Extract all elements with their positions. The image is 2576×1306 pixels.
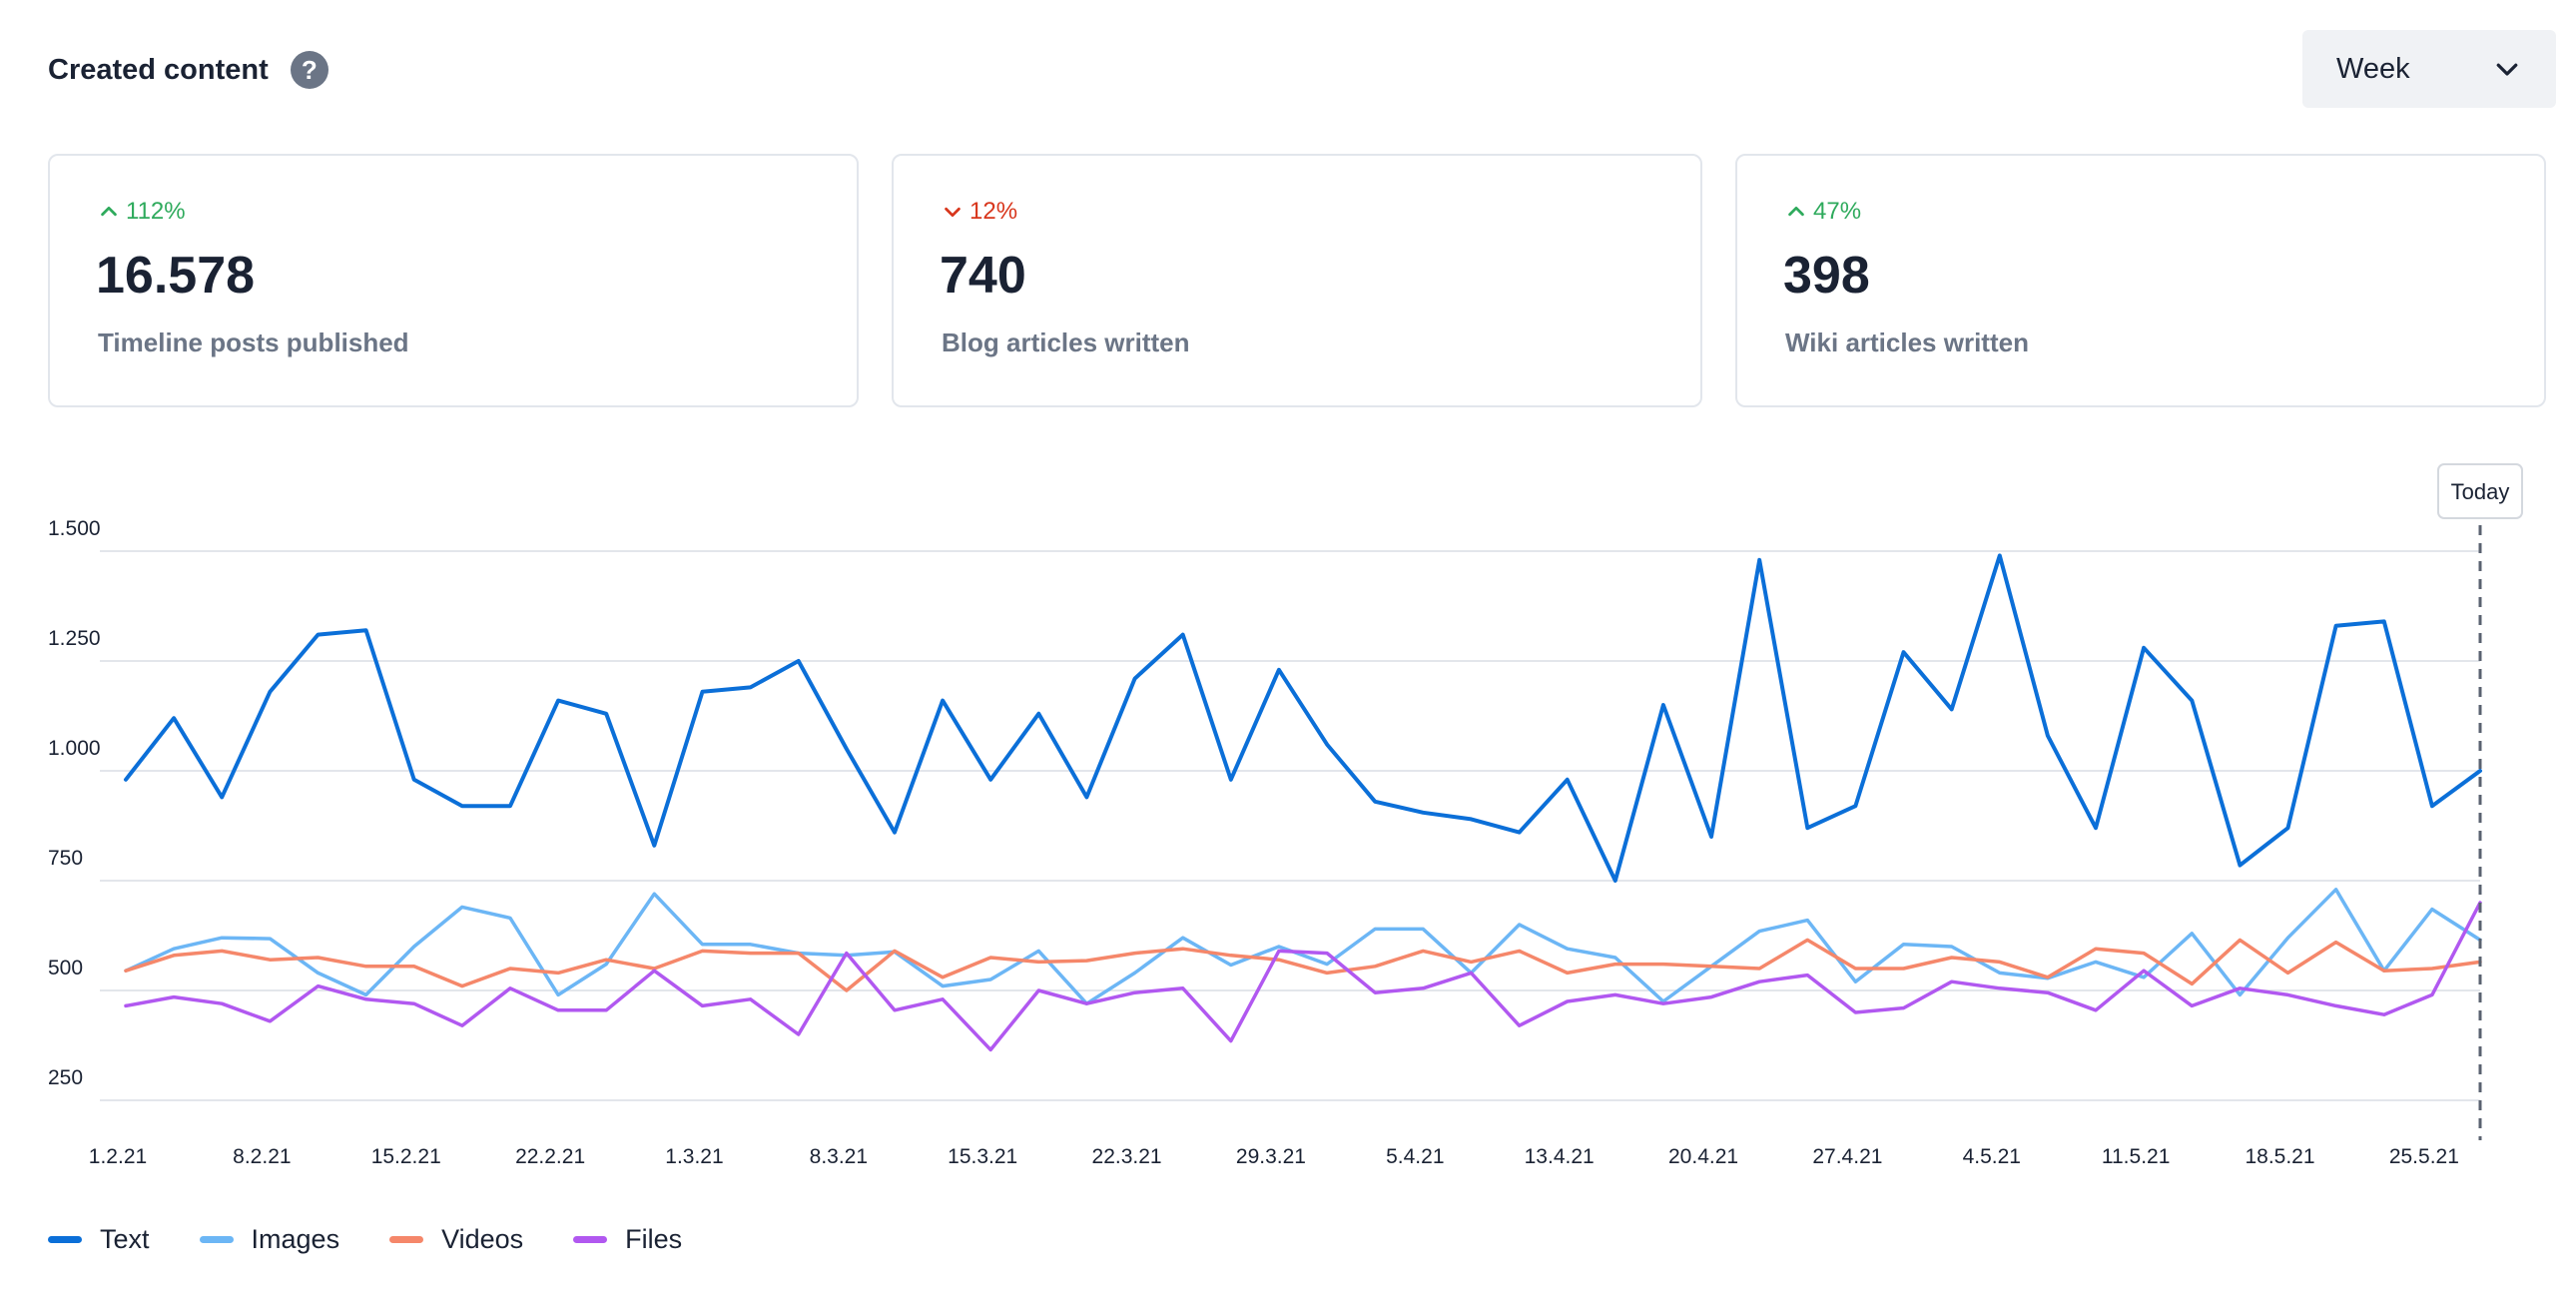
legend-swatch bbox=[573, 1236, 608, 1243]
y-tick-label: 1.250 bbox=[48, 627, 101, 650]
stat-card-blog-articles: 12% 740 Blog articles written bbox=[892, 154, 1702, 407]
x-tick-label: 25.5.21 bbox=[2389, 1145, 2459, 1168]
trend-indicator: 12% bbox=[942, 198, 1017, 226]
x-tick-label: 15.3.21 bbox=[948, 1145, 1017, 1168]
trend-percent: 12% bbox=[969, 198, 1018, 225]
x-tick-label: 8.2.21 bbox=[233, 1145, 291, 1168]
stat-value: 398 bbox=[1783, 247, 1870, 305]
legend-swatch bbox=[48, 1236, 82, 1243]
period-dropdown[interactable]: Week bbox=[2302, 30, 2556, 108]
legend-label: Files bbox=[625, 1224, 683, 1254]
legend-label: Videos bbox=[441, 1224, 524, 1254]
x-tick-label: 18.5.21 bbox=[2245, 1145, 2314, 1168]
y-tick-label: 1.000 bbox=[48, 737, 101, 760]
chart-legend: Text Images Videos Files bbox=[48, 1224, 732, 1255]
x-tick-label: 15.2.21 bbox=[371, 1145, 441, 1168]
legend-item-images[interactable]: Images bbox=[199, 1224, 340, 1255]
x-tick-label: 27.4.21 bbox=[1812, 1145, 1882, 1168]
x-tick-label: 13.4.21 bbox=[1525, 1145, 1595, 1168]
chevron-down-icon bbox=[2496, 63, 2518, 76]
legend-item-files[interactable]: Files bbox=[573, 1224, 682, 1255]
x-tick-label: 22.2.21 bbox=[515, 1145, 585, 1168]
legend-label: Images bbox=[251, 1224, 340, 1254]
x-tick-label: 1.3.21 bbox=[665, 1145, 723, 1168]
legend-swatch bbox=[199, 1236, 234, 1243]
x-tick-label: 29.3.21 bbox=[1236, 1145, 1306, 1168]
y-tick-label: 500 bbox=[48, 957, 83, 980]
section-header: Created content ? bbox=[48, 44, 328, 96]
stat-card-wiki-articles: 47% 398 Wiki articles written bbox=[1735, 154, 2546, 407]
y-tick-label: 750 bbox=[48, 847, 83, 870]
today-marker-label: Today bbox=[2451, 479, 2510, 504]
trend-indicator: 112% bbox=[98, 198, 186, 226]
stat-value: 16.578 bbox=[96, 247, 256, 305]
stat-label: Blog articles written bbox=[942, 327, 1190, 357]
x-tick-label: 5.4.21 bbox=[1386, 1145, 1444, 1168]
chevron-up-icon bbox=[101, 206, 117, 217]
page-title: Created content bbox=[48, 53, 269, 86]
series-line-text bbox=[124, 553, 2482, 883]
trend-indicator: 47% bbox=[1785, 198, 1861, 226]
help-icon[interactable]: ? bbox=[290, 51, 328, 89]
series-line-images bbox=[124, 888, 2482, 1005]
chevron-down-icon bbox=[945, 207, 961, 218]
x-tick-label: 11.5.21 bbox=[2102, 1145, 2171, 1168]
y-tick-label: 250 bbox=[48, 1066, 83, 1089]
stat-label: Timeline posts published bbox=[98, 327, 409, 357]
stat-label: Wiki articles written bbox=[1785, 327, 2029, 357]
series-line-videos bbox=[124, 938, 2482, 992]
series-line-files bbox=[124, 901, 2482, 1052]
legend-item-text[interactable]: Text bbox=[48, 1224, 150, 1255]
legend-label: Text bbox=[100, 1224, 150, 1254]
trend-percent: 47% bbox=[1813, 198, 1862, 225]
today-marker-box bbox=[2437, 463, 2523, 519]
x-tick-label: 4.5.21 bbox=[1963, 1145, 2021, 1168]
content-line-chart: 250 500 750 1.000 1.250 1.500 1.2.21 8.2.21 15.2… bbox=[48, 463, 2523, 1168]
chevron-up-icon bbox=[1788, 206, 1804, 217]
legend-item-videos[interactable]: Videos bbox=[389, 1224, 523, 1255]
x-tick-label: 22.3.21 bbox=[1092, 1145, 1162, 1168]
x-tick-label: 20.4.21 bbox=[1668, 1145, 1738, 1168]
period-dropdown-value: Week bbox=[2336, 52, 2410, 85]
stat-value: 740 bbox=[940, 247, 1026, 305]
legend-swatch bbox=[389, 1236, 424, 1243]
trend-percent: 112% bbox=[126, 198, 186, 225]
stat-card-timeline-posts: 112% 16.578 Timeline posts published bbox=[48, 154, 859, 407]
x-tick-label: 1.2.21 bbox=[89, 1145, 147, 1168]
y-tick-label: 1.500 bbox=[48, 517, 101, 540]
x-tick-label: 8.3.21 bbox=[810, 1145, 868, 1168]
